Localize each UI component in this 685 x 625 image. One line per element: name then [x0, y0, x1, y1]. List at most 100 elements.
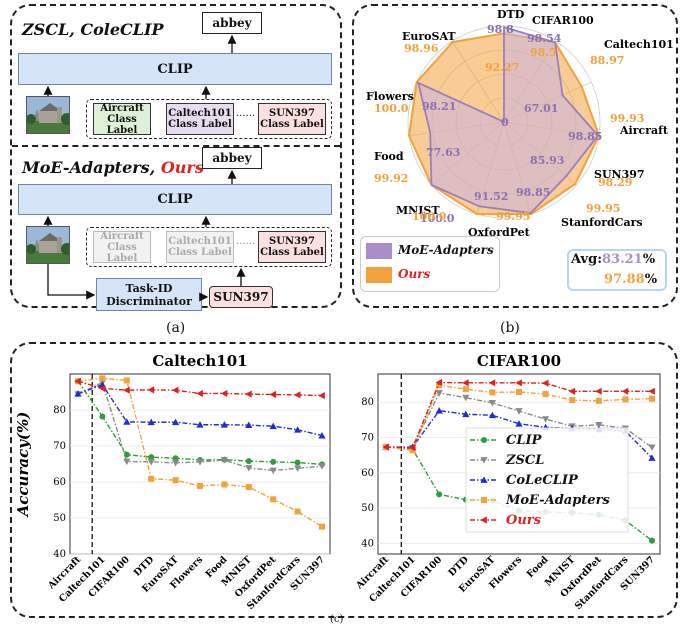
top-output-box: abbey [202, 12, 262, 34]
radar-moe-value-9: 98.21 [422, 100, 456, 113]
chart-1-series-1-point-4 [488, 400, 496, 407]
chart-1-series-3-point-2 [436, 382, 443, 389]
chart-1-legend-label-0: CLIP [506, 433, 543, 448]
chart-0-series-2-point-3 [147, 418, 155, 426]
chart-0-series-3-point-3 [148, 475, 155, 482]
chart-0-series-1-point-2 [123, 458, 131, 466]
chart-0-series-3-point-4 [172, 477, 179, 484]
panel-c-border [10, 342, 678, 618]
chart-1-series-2-point-3 [462, 410, 470, 418]
radar-moe-value-6: 91.52 [474, 190, 508, 203]
chart-0-series-4-point-2 [123, 386, 130, 394]
radar-axis-label-4: SUN397 [594, 168, 645, 181]
chart-1-legend-label-2: CoLeCLIP [506, 473, 579, 488]
top-abbey-image [26, 96, 70, 134]
radar-chart: 0 DTD CIFAR100 Caltech101 Aircraft SUN397 Stan… [366, 8, 674, 239]
panel-b-caption: (b) [500, 320, 520, 336]
chart-1-series-2-point-5 [515, 420, 523, 427]
radar-ours-value-8: 99.92 [374, 172, 408, 185]
chart-0-ytick-0: 40 [53, 549, 66, 560]
chart-0-series-2-point-9 [294, 426, 302, 433]
radar-series-moe-adapters [416, 25, 600, 215]
panel-a-divider [12, 145, 340, 147]
chart-1-series-4-point-1 [409, 444, 416, 452]
chart-1-series-4-point-3 [462, 379, 469, 387]
chart-1-ytick-0: 40 [361, 538, 374, 549]
top-caltech-label: Caltech101 Class Label [166, 103, 234, 135]
legend-ours-label: Ours [398, 267, 431, 281]
chart-0-series-1-point-6 [220, 457, 228, 464]
chart-1-ytick-3: 70 [361, 433, 374, 444]
chart-1-legend-marker-0 [481, 437, 487, 443]
chart-1-series-3-point-7 [569, 397, 576, 404]
radar-axis-label-1: CIFAR100 [532, 14, 594, 27]
avg-moe-value: 83.21 [602, 252, 643, 267]
chart-0-series-4-point-4 [172, 386, 179, 394]
radar-axis-label-7: MNIST [396, 204, 440, 217]
chart-0-series-1-point-4 [172, 460, 180, 467]
chart-0-series-2-point-5 [196, 421, 204, 428]
chart-0-series-1-point-5 [196, 458, 204, 466]
chart-1-series-4-point-4 [488, 379, 496, 387]
radar-ours-value-0: 92.27 [485, 61, 519, 74]
chart-1-series-0-point-2 [436, 491, 443, 498]
chart-0-series-1-point-10 [318, 463, 326, 470]
chart-1-series-3-point-3 [462, 386, 469, 393]
chart-0-series-0-point-1 [99, 413, 106, 420]
chart-1-series-4-point-10 [648, 387, 655, 395]
bottom-label-dots: ...... [236, 236, 256, 247]
avg-ours-value: 97.88 [604, 272, 645, 287]
radar-axis-label-5: StanfordCars [561, 216, 643, 229]
chart-0-series-2-point-10 [318, 431, 326, 439]
top-sun-label: SUN397 Class Label [258, 103, 326, 135]
radar-ours-value-10: 98.96 [404, 42, 439, 55]
chart-1-series-1-point-6 [542, 416, 550, 423]
chart-1-frame [377, 373, 661, 555]
chart-1-legend-label-1: ZSCL [505, 453, 544, 468]
chart-0-series-4-point-8 [269, 390, 277, 399]
top-title-coleclip: ColeCLIP [80, 20, 164, 39]
chart-0-series-3-point-10 [319, 523, 325, 530]
chart-1-series-3-point-1 [409, 447, 416, 454]
radar-ours-value-3: 99.93 [610, 112, 644, 125]
chart-0-title: Caltech101 [152, 352, 247, 370]
chart-1-series-4-line [385, 381, 652, 449]
legend-ours-swatch [366, 267, 392, 283]
bottom-aircraft-label: Aircraft Class Label [93, 231, 151, 264]
chart-1-series-4-point-2 [435, 378, 443, 387]
chart-1-ytick-4: 80 [361, 397, 374, 408]
chart-1-series-1-point-5 [515, 408, 523, 415]
chart-0-series-2-point-4 [172, 418, 180, 426]
top-method-title: ZSCL, ColeCLIP [22, 20, 164, 39]
radar-moe-value-2: 67.01 [524, 102, 558, 115]
chart-1-ytick-2: 60 [361, 468, 374, 479]
chart-0-ytick-2: 60 [53, 477, 66, 488]
avg-label: Avg: [571, 252, 603, 267]
chart-1-series-2-point-2 [435, 407, 443, 414]
bottom-abbey-image [26, 226, 70, 264]
chart-1-series-1-point-10 [648, 444, 656, 452]
avg-ours-line: 97.88% [604, 272, 658, 287]
top-title-zscl: ZSCL, [22, 20, 81, 39]
legend-moe-swatch [366, 243, 392, 259]
radar-axis-label-0: DTD [497, 8, 525, 21]
chart-0-series-4-point-7 [245, 390, 252, 398]
panel-a-arrows [43, 34, 246, 302]
chart-1-series-4-point-5 [515, 379, 522, 387]
chart-0-series-0-point-4 [172, 455, 179, 462]
chart-1-series-3-point-10 [649, 395, 655, 402]
chart-0-series-1-point-3 [147, 458, 155, 466]
bottom-title-ours: Ours [160, 158, 204, 177]
chart-1-series-1-point-3 [462, 394, 470, 402]
chart-1-legend-marker-4 [480, 516, 487, 524]
chart-0-series-4-point-0 [74, 377, 81, 385]
chart-0-series-3-point-6 [221, 481, 228, 488]
chart-0-series-4-point-3 [147, 386, 155, 394]
chart-1-series-2-point-10 [648, 454, 656, 461]
radar-moe-value-0: 98.8 [487, 23, 514, 36]
radar-ours-value-7: 100.0 [412, 210, 447, 223]
top-aircraft-label: Aircraft Class Label [93, 103, 151, 136]
radar-ours-value-1: 98.5 [530, 46, 557, 59]
radar-ours-value-4: 98.29 [598, 176, 632, 189]
chart-0-series-0-point-8 [270, 458, 277, 465]
